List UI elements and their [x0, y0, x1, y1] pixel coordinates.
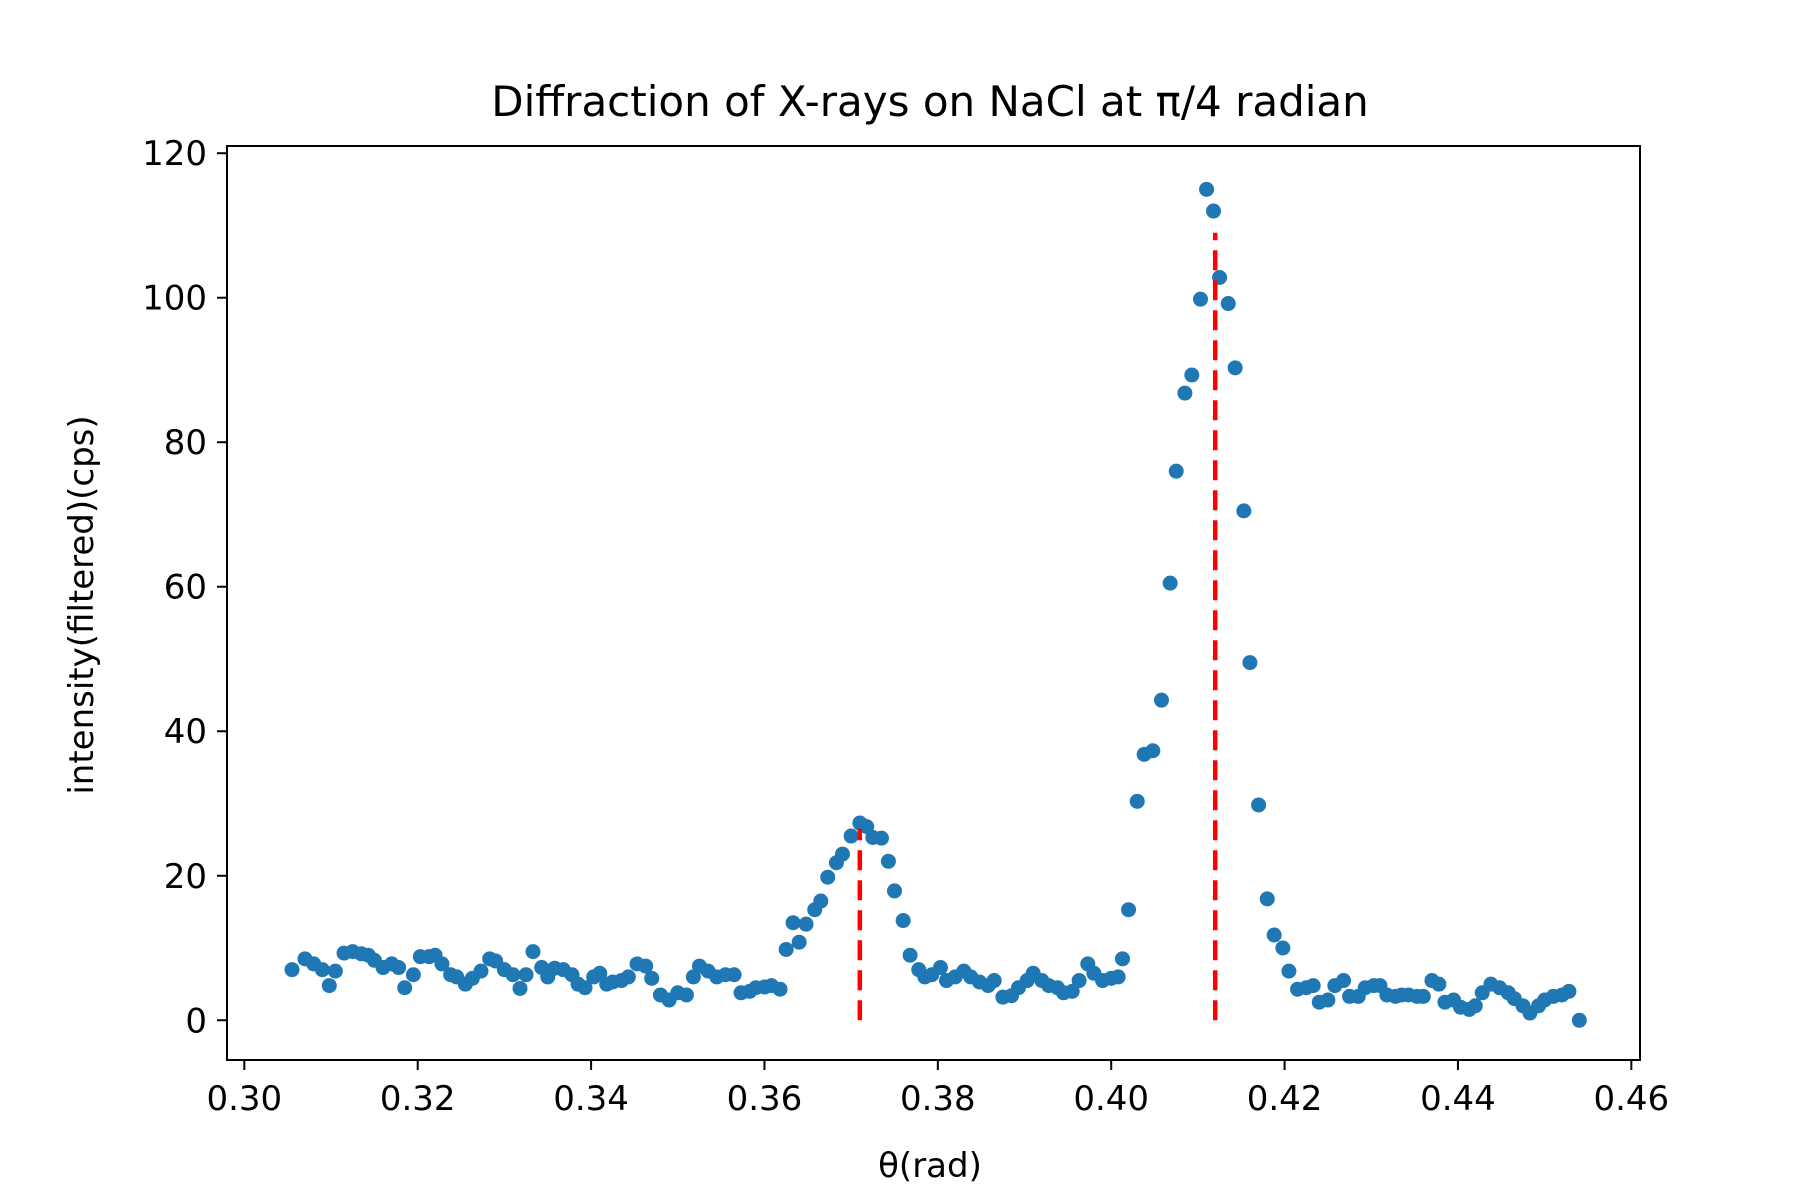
y-tick-label: 60 [164, 568, 207, 608]
data-point [886, 883, 902, 899]
data-point [1110, 969, 1126, 985]
data-point [638, 958, 654, 974]
data-point [798, 916, 814, 932]
x-tick-label: 0.38 [900, 1079, 976, 1119]
data-point [1227, 360, 1243, 376]
data-point [1320, 992, 1336, 1008]
data-point [843, 828, 859, 844]
data-point [518, 967, 534, 983]
data-point [1184, 367, 1200, 383]
x-tick-label: 0.40 [1073, 1079, 1149, 1119]
data-point [1162, 575, 1178, 591]
data-point [321, 978, 337, 994]
y-axis-label: intensity(filtered)(cps) [62, 415, 102, 794]
data-point [834, 846, 850, 862]
data-point [1251, 797, 1267, 813]
data-point [778, 941, 794, 957]
y-tick-label: 20 [164, 857, 207, 897]
data-point [577, 980, 593, 996]
data-point [1561, 983, 1577, 999]
x-tick-label: 0.42 [1247, 1079, 1323, 1119]
data-point [1205, 203, 1221, 219]
y-tick-label: 40 [164, 712, 207, 752]
data-point [1220, 296, 1236, 312]
y-tick-label: 120 [142, 134, 207, 174]
data-point [880, 853, 896, 869]
data-point [785, 915, 801, 931]
data-point [1129, 793, 1145, 809]
data-point [1305, 978, 1321, 994]
data-point [327, 963, 343, 979]
axes-frame [226, 145, 1641, 1061]
data-point [1415, 988, 1431, 1004]
data-point [1467, 998, 1483, 1014]
data-point [473, 963, 489, 979]
y-tick-label: 0 [185, 1001, 207, 1041]
x-axis-label: θ(rad) [878, 1146, 982, 1186]
x-tick-label: 0.44 [1420, 1079, 1496, 1119]
y-tick-label: 100 [142, 279, 207, 319]
data-point [284, 962, 300, 978]
data-point [512, 980, 528, 996]
x-tick-label: 0.46 [1593, 1079, 1669, 1119]
data-point [405, 967, 421, 983]
data-point [1177, 385, 1193, 401]
data-point [644, 970, 660, 986]
data-point [1236, 503, 1252, 519]
data-point [1431, 976, 1447, 992]
data-point [1192, 291, 1208, 307]
data-point [932, 960, 948, 976]
y-tick-label: 80 [164, 423, 207, 463]
data-point [1242, 655, 1258, 671]
x-tick-label: 0.36 [727, 1079, 803, 1119]
chart-title: Diffraction of X-rays on NaCl at π/4 rad… [491, 77, 1369, 126]
data-point [1145, 743, 1161, 759]
data-point [986, 973, 1002, 989]
x-tick-label: 0.30 [206, 1079, 282, 1119]
data-point [1114, 951, 1130, 967]
data-point [620, 969, 636, 985]
data-point [813, 893, 829, 909]
data-point [505, 967, 521, 983]
data-point [820, 869, 836, 885]
data-point [1281, 963, 1297, 979]
x-tick-label: 0.32 [380, 1079, 456, 1119]
data-point [1121, 902, 1137, 918]
data-point [1199, 181, 1215, 197]
data-point [1275, 940, 1291, 956]
data-point [902, 947, 918, 963]
data-point [1259, 891, 1275, 907]
data-point [791, 934, 807, 950]
data-point [434, 956, 450, 972]
data-point [1071, 973, 1087, 989]
data-point [525, 944, 541, 960]
data-point [1153, 692, 1169, 708]
data-point [314, 962, 330, 978]
x-tick-label: 0.34 [553, 1079, 629, 1119]
data-point [772, 981, 788, 997]
data-point [678, 987, 694, 1003]
data-point [895, 913, 911, 929]
data-point [1168, 463, 1184, 479]
data-point [592, 965, 608, 981]
data-point [391, 960, 407, 976]
data-point [726, 967, 742, 983]
data-point [1064, 983, 1080, 999]
plot-area: 0.30 0.32 0.34 0.36 0.38 0.40 0.42 0.44 0.46 0 20 4… [142, 134, 1669, 1119]
data-point [1266, 927, 1282, 943]
data-point [1336, 973, 1352, 989]
data-point [873, 830, 889, 846]
data-point [397, 980, 413, 996]
data-point [1571, 1012, 1587, 1028]
